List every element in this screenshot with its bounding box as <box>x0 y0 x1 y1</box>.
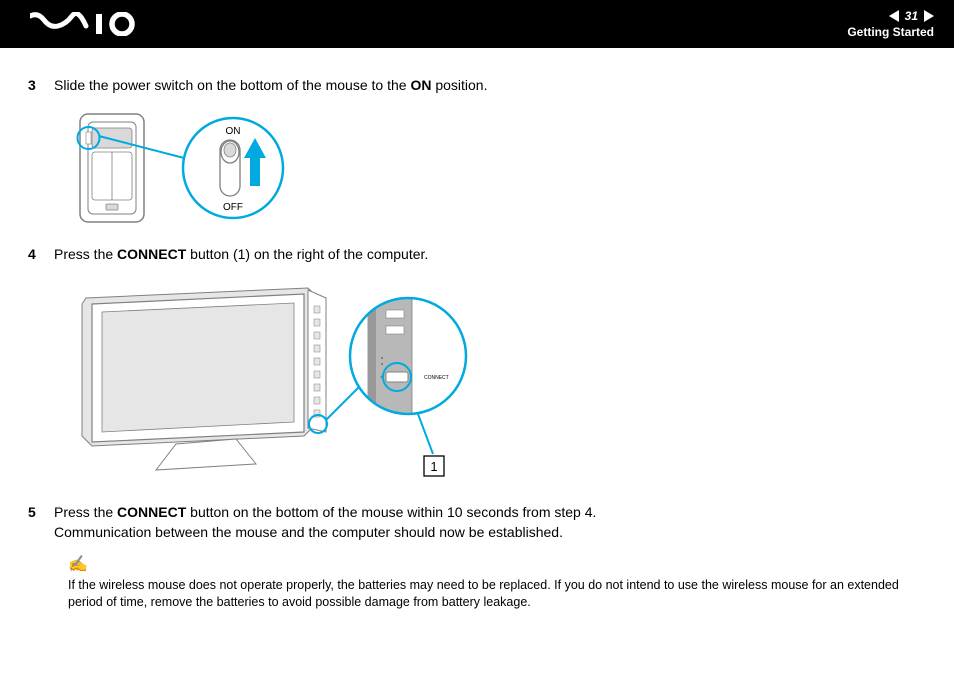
vaio-logo <box>30 12 140 36</box>
text-pre: Slide the power switch on the bottom of … <box>54 77 410 93</box>
step-text: Press the CONNECT button on the bottom o… <box>54 503 926 542</box>
page-header: 31 Getting Started <box>0 0 954 48</box>
page-info: 31 Getting Started <box>847 9 934 39</box>
figure-mouse-switch: ON OFF <box>68 108 926 231</box>
step-text: Slide the power switch on the bottom of … <box>54 76 926 96</box>
step-number: 4 <box>28 245 40 265</box>
text-bold: CONNECT <box>117 504 186 520</box>
note-block: ✍ If the wireless mouse does not operate… <box>68 554 926 611</box>
step-3: 3 Slide the power switch on the bottom o… <box>28 76 926 96</box>
text-line2: Communication between the mouse and the … <box>54 524 563 540</box>
page-number: 31 <box>905 9 918 23</box>
step-number: 3 <box>28 76 40 96</box>
text-bold: ON <box>410 77 431 93</box>
step-number: 5 <box>28 503 40 542</box>
step-text: Press the CONNECT button (1) on the righ… <box>54 245 926 265</box>
nav-prev-icon[interactable] <box>889 10 899 22</box>
figure-computer-connect: CONNECT 1 <box>68 276 926 489</box>
svg-text:OFF: OFF <box>223 202 243 213</box>
svg-text:ON: ON <box>226 126 241 137</box>
text-post: button (1) on the right of the computer. <box>186 246 428 262</box>
step-4: 4 Press the CONNECT button (1) on the ri… <box>28 245 926 265</box>
page-content: 3 Slide the power switch on the bottom o… <box>0 48 954 611</box>
text-post: position. <box>431 77 487 93</box>
text-bold: CONNECT <box>117 246 186 262</box>
svg-text:1: 1 <box>430 459 437 474</box>
section-title: Getting Started <box>847 25 934 39</box>
step-5: 5 Press the CONNECT button on the bottom… <box>28 503 926 542</box>
note-icon: ✍ <box>68 554 926 574</box>
text-pre: Press the <box>54 246 117 262</box>
svg-text:CONNECT: CONNECT <box>424 375 449 381</box>
text-post: button on the bottom of the mouse within… <box>186 504 596 520</box>
nav-next-icon[interactable] <box>924 10 934 22</box>
text-pre: Press the <box>54 504 117 520</box>
note-text: If the wireless mouse does not operate p… <box>68 577 926 611</box>
